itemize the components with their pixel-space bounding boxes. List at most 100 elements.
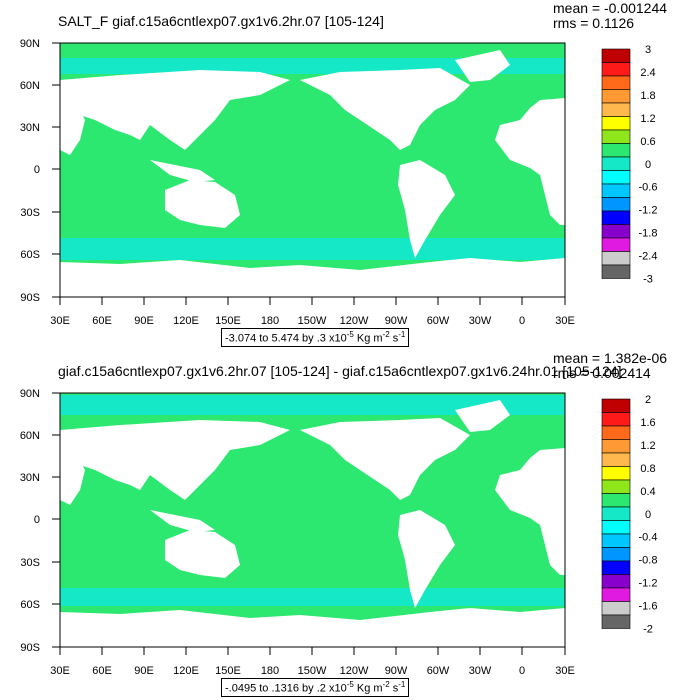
panel2-title: giaf.c15a6cntlexp07.gx1v6.2hr.07 [105-12… xyxy=(58,363,622,379)
colorbar-box xyxy=(601,412,631,427)
panel1-lon-label: 30E xyxy=(50,315,70,327)
colorbar-box xyxy=(601,574,631,589)
colorbar-label: 0.8 xyxy=(640,463,655,475)
panel1-ticks xyxy=(52,42,566,305)
panel1-units-range: -3.074 to 5.474 by .3 x10 xyxy=(225,332,347,345)
panel2-units-exp3: -1 xyxy=(398,680,406,689)
colorbar-box xyxy=(601,533,631,548)
panel2-land xyxy=(60,400,565,647)
panel1-mean: mean = -0.001244 xyxy=(553,0,668,16)
panel2-units-range: -.0495 to .1316 by .2 x10 xyxy=(225,682,347,695)
panel2-lon-label: 60E xyxy=(92,665,112,677)
panel1-north-america xyxy=(300,68,470,150)
colorbar-box xyxy=(601,143,631,158)
colorbar-label: -0.4 xyxy=(639,532,658,544)
panel1-southern-band xyxy=(60,238,565,260)
panel2-arctic-band xyxy=(60,395,565,415)
panel1-antarctica xyxy=(60,258,565,297)
panel2-lat-label: 90S xyxy=(20,642,40,654)
panel1-lon-label: 120E xyxy=(173,315,199,327)
colorbar-box xyxy=(601,197,631,212)
panel2-indonesia xyxy=(150,510,215,532)
panel1-lat-label: 60N xyxy=(20,80,40,92)
colorbar-label: 1.2 xyxy=(640,113,655,125)
colorbar-label: -1.6 xyxy=(639,601,658,613)
colorbar-label: 2.4 xyxy=(640,67,655,79)
colorbar-box xyxy=(601,601,631,616)
panel2-southern-band xyxy=(60,588,565,606)
colorbar-box xyxy=(601,102,631,117)
panel1-title: SALT_F giaf.c15a6cntlexp07.gx1v6.2hr.07 … xyxy=(58,13,384,29)
panel1-lat-label: 90N xyxy=(20,38,40,50)
panel1-africa xyxy=(495,98,565,225)
panel2-africa xyxy=(495,448,565,575)
panel2-rms: rms = 0.002414 xyxy=(553,365,651,381)
panel2-units-mid: Kg m xyxy=(353,682,383,695)
panel1-lat-label: 90S xyxy=(20,292,40,304)
panel1-indonesia xyxy=(150,160,215,182)
panel1-lon-label: 150W xyxy=(298,315,327,327)
colorbar-label: 0 xyxy=(645,159,651,171)
colorbar-box xyxy=(601,183,631,198)
colorbar-box xyxy=(601,439,631,454)
colorbar-box xyxy=(601,493,631,508)
panel1-lon-label: 150E xyxy=(215,315,241,327)
panel2-lon-label: 30E xyxy=(555,665,575,677)
panel1-greenland xyxy=(455,50,510,82)
panel1-lat-label: 60S xyxy=(20,249,40,261)
colorbar-box xyxy=(601,560,631,575)
colorbar-box xyxy=(601,264,631,279)
panel2-north-america xyxy=(300,418,470,500)
colorbar-label: 1.8 xyxy=(640,90,655,102)
panel1-stats: mean = -0.001244 rms = 0.1126 xyxy=(553,1,667,31)
panel2-lon-label: 120W xyxy=(340,665,369,677)
panel1-units-label: -3.074 to 5.474 by .3 x10-5 Kg m-2 s-1 xyxy=(221,328,410,347)
colorbar-box xyxy=(601,614,631,629)
colorbar-label: 0.4 xyxy=(640,486,655,498)
panel1-lon-label: 90W xyxy=(385,315,408,327)
panel2-lat-label: 60N xyxy=(20,430,40,442)
panel2-lon-label: 150E xyxy=(215,665,241,677)
colorbar-box xyxy=(601,156,631,171)
panel2-lat-label: 60S xyxy=(20,599,40,611)
colorbar-box xyxy=(601,170,631,185)
panel2-australia xyxy=(165,530,240,578)
panel1-rms: rms = 0.1126 xyxy=(553,15,635,31)
colorbar-label: 0 xyxy=(645,509,651,521)
panel1-lon-label: 120W xyxy=(340,315,369,327)
colorbar-label: 3 xyxy=(645,45,651,56)
colorbar-box xyxy=(601,452,631,467)
panel1-land xyxy=(60,50,565,297)
panel1-lon-label: 60E xyxy=(92,315,112,327)
colorbar-box xyxy=(601,116,631,131)
colorbar-label: -1.8 xyxy=(639,228,658,240)
colorbar-box xyxy=(601,466,631,481)
panel1-lon-label: 60W xyxy=(427,315,450,327)
colorbar-box xyxy=(601,224,631,239)
colorbar-box xyxy=(601,547,631,562)
panel2-lon-label: 180 xyxy=(261,665,279,677)
panel1-lon-label: 180 xyxy=(261,315,279,327)
panel2-lon-label: 120E xyxy=(173,665,199,677)
panel1-units-exp2: -2 xyxy=(382,330,390,339)
colorbar-label: -0.6 xyxy=(639,182,658,194)
colorbar-label: 0.6 xyxy=(640,136,655,148)
panel2-asia xyxy=(60,420,290,500)
panel2-units-exp: -5 xyxy=(346,680,354,689)
panel2-colorbar: 2 1.6 1.2 0.8 0.4 0 -0.4 -0.8 -1.2 -1.6 -2 xyxy=(601,395,658,636)
panel2-map: 90N 60N 30N 0 30S 60S 90S 30E 60E 90E 12… xyxy=(20,388,575,677)
panel1-lat-label: 0 xyxy=(34,164,40,176)
colorbar-label: -0.8 xyxy=(639,555,658,567)
colorbar-box xyxy=(601,425,631,440)
panel1-colorbar: 3 2.4 1.8 1.2 0.6 0 -0.6 -1.2 -1.8 -2.4 -3 xyxy=(601,45,658,286)
panel2-lat-label: 90N xyxy=(20,388,40,400)
colorbar-box xyxy=(601,506,631,521)
panel2-lon-label: 150W xyxy=(298,665,327,677)
colorbar-box xyxy=(601,75,631,90)
panel1-australia xyxy=(165,180,240,228)
panel1-south-america xyxy=(398,160,455,258)
panel1-lon-label: 30E xyxy=(555,315,575,327)
colorbar-box xyxy=(601,210,631,225)
panel1-lon-label: 0 xyxy=(519,315,525,327)
panel2-lat-label: 30N xyxy=(20,472,40,484)
